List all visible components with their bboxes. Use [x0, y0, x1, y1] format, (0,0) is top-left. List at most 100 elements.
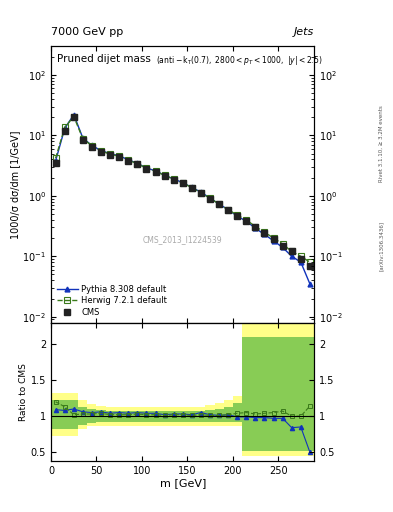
CMS	[307, 263, 312, 269]
CMS	[117, 154, 121, 160]
Pythia 8.308 default	[189, 184, 194, 190]
CMS	[217, 201, 221, 207]
Herwig 7.2.1 default	[153, 168, 158, 174]
Pythia 8.308 default	[72, 112, 76, 118]
Pythia 8.308 default	[53, 158, 58, 164]
CMS	[253, 224, 258, 230]
Pythia 8.308 default	[117, 153, 121, 159]
Herwig 7.2.1 default	[126, 157, 130, 163]
Pythia 8.308 default	[226, 206, 231, 212]
Herwig 7.2.1 default	[117, 153, 121, 159]
Y-axis label: Ratio to CMS: Ratio to CMS	[19, 362, 28, 421]
Herwig 7.2.1 default	[108, 151, 112, 157]
Pythia 8.308 default	[253, 225, 258, 231]
Pythia 8.308 default	[153, 168, 158, 174]
CMS	[289, 248, 294, 254]
X-axis label: m [GeV]: m [GeV]	[160, 478, 206, 488]
CMS	[226, 207, 231, 213]
Text: Jets: Jets	[294, 27, 314, 37]
Text: Rivet 3.1.10, ≥ 3.2M events: Rivet 3.1.10, ≥ 3.2M events	[379, 105, 384, 182]
CMS	[81, 137, 85, 143]
Pythia 8.308 default	[289, 253, 294, 260]
Pythia 8.308 default	[235, 213, 240, 219]
Pythia 8.308 default	[262, 231, 267, 238]
Line: CMS: CMS	[53, 114, 313, 269]
CMS	[298, 256, 303, 262]
Pythia 8.308 default	[198, 189, 203, 195]
Text: [arXiv:1306.3436]: [arXiv:1306.3436]	[379, 221, 384, 271]
CMS	[90, 143, 94, 150]
CMS	[180, 180, 185, 186]
Text: $(\mathregular{anti-k_T}(0.7),\ 2800{<}p_T{<}1000,\ |y|{<}2.5)$: $(\mathregular{anti-k_T}(0.7),\ 2800{<}p…	[156, 54, 323, 68]
Line: Herwig 7.2.1 default: Herwig 7.2.1 default	[53, 114, 313, 265]
Herwig 7.2.1 default	[289, 248, 294, 254]
Pythia 8.308 default	[180, 180, 185, 186]
Herwig 7.2.1 default	[208, 195, 212, 201]
CMS	[162, 173, 167, 179]
Herwig 7.2.1 default	[90, 143, 94, 149]
CMS	[99, 149, 103, 155]
Pythia 8.308 default	[307, 281, 312, 287]
CMS	[244, 218, 249, 224]
CMS	[153, 168, 158, 175]
CMS	[108, 152, 112, 158]
CMS	[135, 161, 140, 167]
Pythia 8.308 default	[244, 218, 249, 224]
Text: 7000 GeV pp: 7000 GeV pp	[51, 27, 123, 37]
Pythia 8.308 default	[162, 172, 167, 178]
Herwig 7.2.1 default	[171, 176, 176, 182]
Pythia 8.308 default	[298, 259, 303, 265]
Pythia 8.308 default	[126, 157, 130, 163]
Herwig 7.2.1 default	[198, 190, 203, 196]
CMS	[262, 230, 267, 237]
CMS	[171, 177, 176, 183]
Pythia 8.308 default	[135, 160, 140, 166]
Pythia 8.308 default	[144, 165, 149, 171]
Herwig 7.2.1 default	[53, 155, 58, 161]
Herwig 7.2.1 default	[298, 253, 303, 260]
Pythia 8.308 default	[280, 244, 285, 250]
Herwig 7.2.1 default	[253, 223, 258, 229]
Herwig 7.2.1 default	[271, 235, 276, 241]
Herwig 7.2.1 default	[189, 184, 194, 190]
Herwig 7.2.1 default	[135, 161, 140, 167]
CMS	[144, 166, 149, 172]
CMS	[126, 158, 130, 164]
Herwig 7.2.1 default	[144, 165, 149, 172]
Herwig 7.2.1 default	[99, 148, 103, 154]
Line: Pythia 8.308 default: Pythia 8.308 default	[53, 112, 312, 286]
Herwig 7.2.1 default	[81, 136, 85, 142]
Pythia 8.308 default	[271, 238, 276, 244]
Pythia 8.308 default	[108, 151, 112, 157]
Herwig 7.2.1 default	[280, 241, 285, 247]
Pythia 8.308 default	[90, 142, 94, 148]
CMS	[62, 127, 67, 134]
Text: CMS_2013_I1224539: CMS_2013_I1224539	[143, 235, 222, 244]
Herwig 7.2.1 default	[62, 124, 67, 131]
CMS	[235, 213, 240, 219]
Pythia 8.308 default	[81, 135, 85, 141]
Pythia 8.308 default	[171, 176, 176, 182]
Herwig 7.2.1 default	[180, 180, 185, 186]
Herwig 7.2.1 default	[262, 229, 267, 236]
CMS	[208, 196, 212, 202]
Pythia 8.308 default	[208, 195, 212, 201]
Y-axis label: 1000/σ dσ/dm [1/GeV]: 1000/σ dσ/dm [1/GeV]	[9, 130, 20, 239]
Herwig 7.2.1 default	[226, 206, 231, 212]
CMS	[280, 243, 285, 249]
Legend: Pythia 8.308 default, Herwig 7.2.1 default, CMS: Pythia 8.308 default, Herwig 7.2.1 defau…	[53, 282, 170, 320]
Pythia 8.308 default	[62, 125, 67, 132]
Pythia 8.308 default	[217, 201, 221, 207]
CMS	[189, 185, 194, 191]
Herwig 7.2.1 default	[235, 212, 240, 218]
Herwig 7.2.1 default	[72, 114, 76, 120]
CMS	[53, 160, 58, 166]
Herwig 7.2.1 default	[307, 259, 312, 265]
Text: Pruned dijet mass: Pruned dijet mass	[57, 54, 151, 65]
Herwig 7.2.1 default	[162, 172, 167, 178]
CMS	[72, 114, 76, 120]
CMS	[271, 237, 276, 243]
Pythia 8.308 default	[99, 147, 103, 154]
Herwig 7.2.1 default	[217, 201, 221, 207]
Herwig 7.2.1 default	[244, 217, 249, 223]
